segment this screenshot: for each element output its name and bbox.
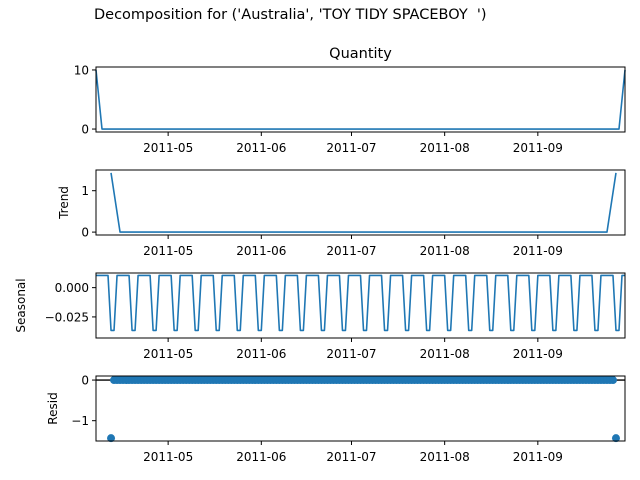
quantity-xtick-label: 2011-05 bbox=[143, 141, 193, 155]
trend-ytick-label: 1 bbox=[81, 184, 89, 198]
resid-ytick-label: −1 bbox=[71, 414, 89, 428]
resid-xtick-label: 2011-06 bbox=[236, 450, 286, 464]
seasonal-ytick-label: −0.025 bbox=[45, 310, 89, 324]
trend-xtick-label: 2011-05 bbox=[143, 244, 193, 258]
quantity-ytick-label: 10 bbox=[74, 63, 89, 77]
seasonal-xtick-label: 2011-06 bbox=[236, 347, 286, 361]
quantity-axes-frame bbox=[95, 66, 626, 133]
resid-ytick-label: 0 bbox=[81, 374, 89, 388]
seasonal-xtick-label: 2011-07 bbox=[326, 347, 376, 361]
seasonal-ytick-label: 0.000 bbox=[55, 281, 89, 295]
panel-seasonal: Seasonal 2011-05 2011-06 2011-07 2011-08 2011… bbox=[14, 272, 626, 361]
seasonal-series-line bbox=[96, 274, 625, 332]
trend-ytick-label: 0 bbox=[81, 226, 89, 240]
resid-xtick-label: 2011-09 bbox=[513, 450, 563, 464]
quantity-xtick-label: 2011-06 bbox=[236, 141, 286, 155]
seasonal-ylabel: Seasonal bbox=[14, 278, 28, 332]
panel-trend: Trend 2011-05 2011-06 2011-07 2011-08 2011-09… bbox=[57, 169, 626, 258]
resid-ylabel: Resid bbox=[46, 392, 60, 424]
resid-point bbox=[107, 434, 116, 443]
resid-xtick-label: 2011-08 bbox=[420, 450, 470, 464]
figure-suptitle: Decomposition for ('Australia', 'TOY TID… bbox=[94, 7, 487, 23]
resid-point bbox=[611, 434, 620, 443]
resid-xtick-label: 2011-07 bbox=[326, 450, 376, 464]
panel-resid: Resid 2011-05 2011-06 2011-07 2011-08 2011-09… bbox=[46, 374, 626, 464]
seasonal-axes-frame bbox=[95, 272, 626, 339]
quantity-title: Quantity bbox=[329, 46, 392, 62]
resid-point bbox=[608, 376, 617, 385]
trend-ylabel: Trend bbox=[57, 186, 71, 220]
trend-xtick-label: 2011-08 bbox=[420, 244, 470, 258]
trend-xtick-label: 2011-09 bbox=[513, 244, 563, 258]
quantity-xtick-label: 2011-09 bbox=[513, 141, 563, 155]
panel-quantity: Quantity 2011-05 2011-06 2011-07 2011-08 2011… bbox=[74, 46, 626, 155]
quantity-xtick-label: 2011-08 bbox=[420, 141, 470, 155]
quantity-xtick-label: 2011-07 bbox=[326, 141, 376, 155]
trend-xtick-label: 2011-06 bbox=[236, 244, 286, 258]
seasonal-xtick-label: 2011-08 bbox=[420, 347, 470, 361]
resid-xtick-label: 2011-05 bbox=[143, 450, 193, 464]
seasonal-xtick-label: 2011-09 bbox=[513, 347, 563, 361]
trend-xtick-label: 2011-07 bbox=[326, 244, 376, 258]
trend-series-line bbox=[110, 172, 617, 233]
quantity-series-line bbox=[95, 69, 626, 130]
trend-axes-frame bbox=[95, 169, 626, 236]
resid-axes-frame bbox=[95, 375, 626, 442]
seasonal-xtick-label: 2011-05 bbox=[143, 347, 193, 361]
quantity-ytick-label: 0 bbox=[81, 123, 89, 137]
